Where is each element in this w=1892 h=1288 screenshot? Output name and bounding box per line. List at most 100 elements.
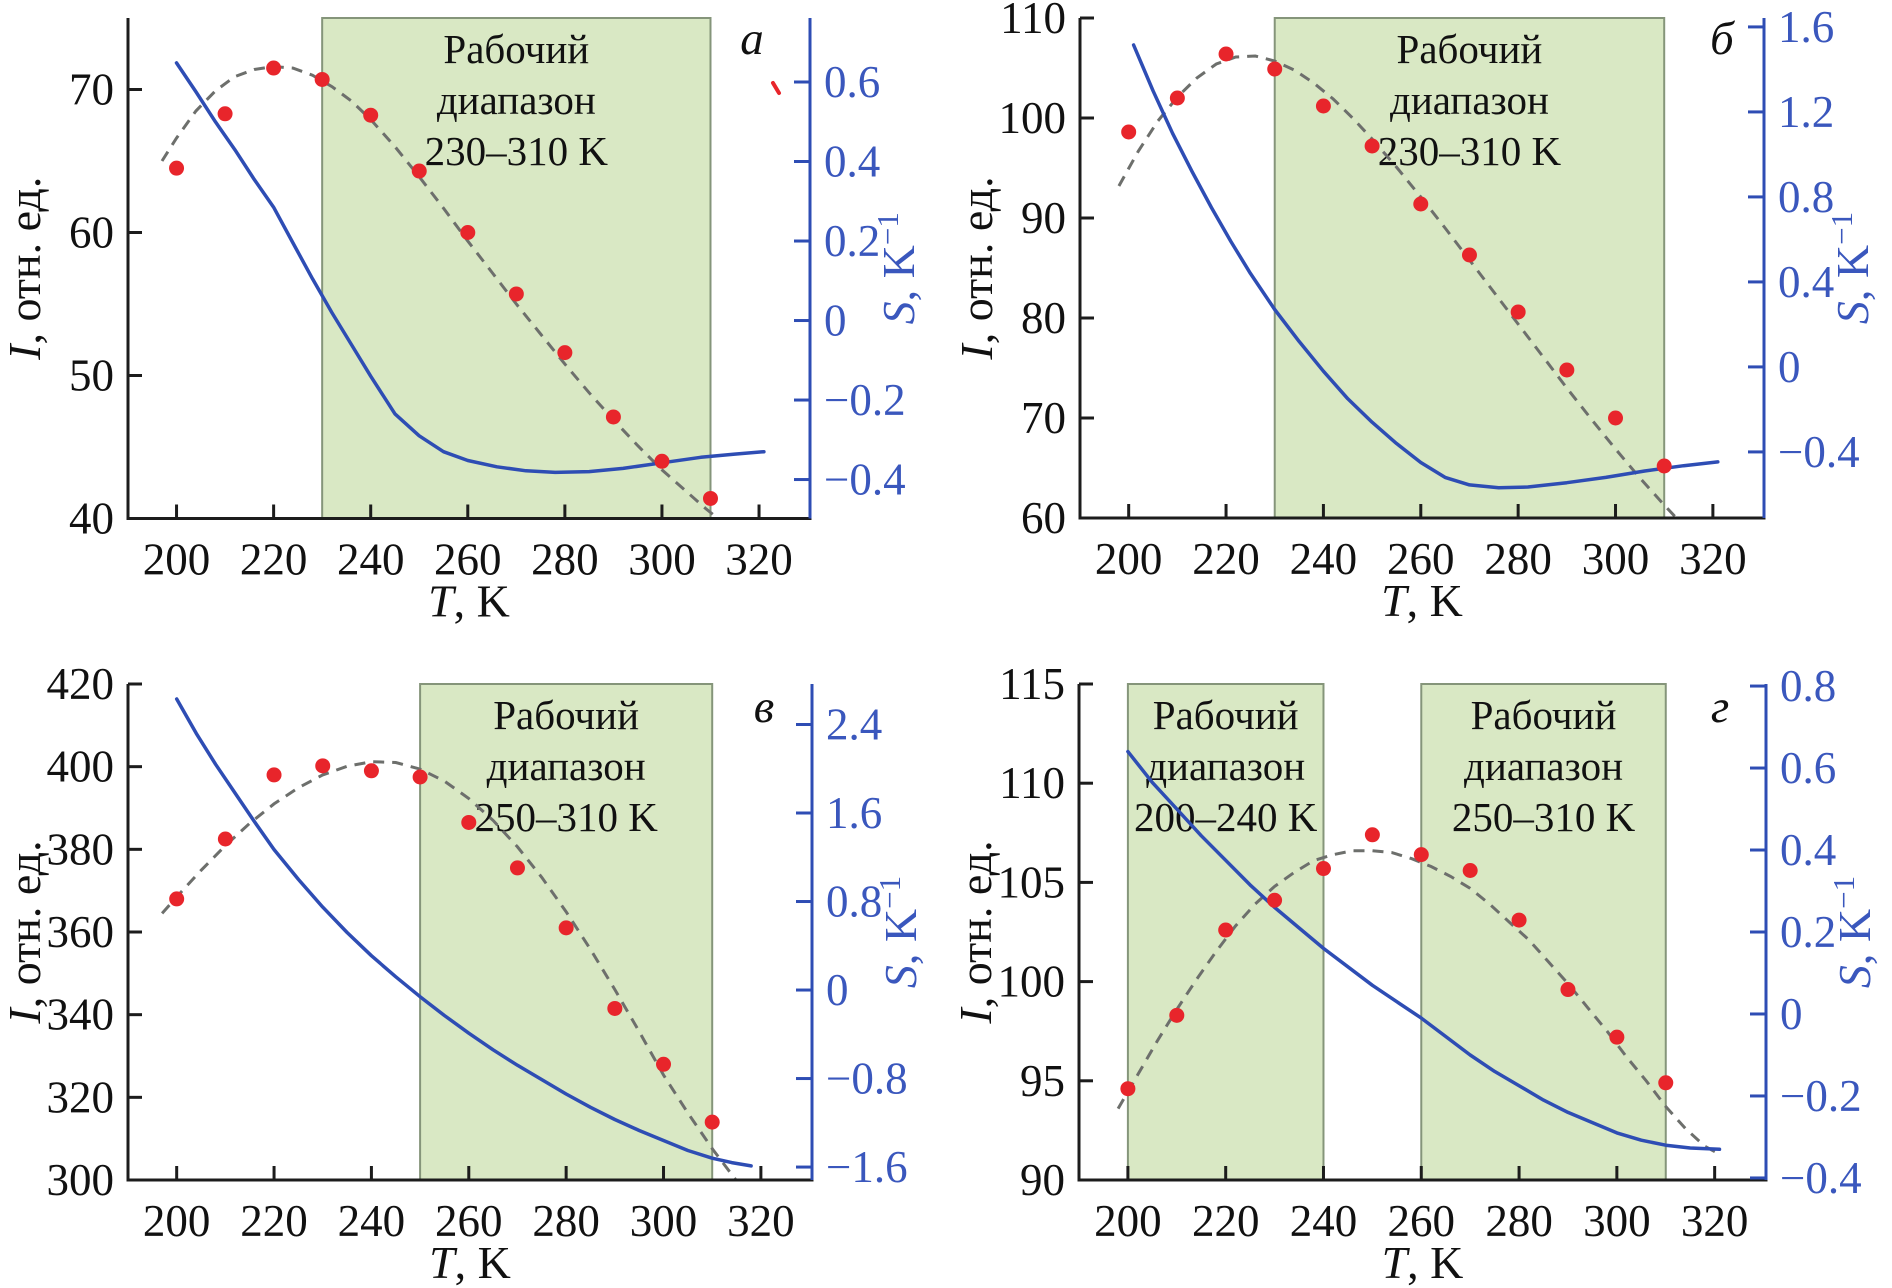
x-tick-label: 260 (1388, 1196, 1456, 1246)
data-point (1218, 922, 1234, 938)
data-point (1364, 827, 1380, 843)
panel-letter: a (740, 13, 764, 65)
data-point (1169, 90, 1185, 106)
data-point (1608, 410, 1624, 426)
right-axis-title: S, K−1 (870, 212, 924, 324)
right-tick-label: −0.4 (824, 455, 906, 505)
right-tick-label: 0.4 (1780, 825, 1836, 875)
data-point (508, 286, 524, 302)
x-axis-ticks (175, 1166, 763, 1180)
right-tick-label: −0.4 (1780, 1153, 1862, 1203)
x-axis-title: T, K (429, 1237, 511, 1288)
data-point (315, 758, 331, 774)
panel-letter: б (1710, 13, 1735, 65)
right-tick-label: 1.6 (1778, 2, 1834, 52)
data-point (266, 767, 282, 783)
left-axis-ticks (128, 682, 142, 1182)
working-range-label: 200–240 K (1134, 794, 1318, 840)
right-axis-ticks (796, 722, 812, 1169)
x-tick-label: 300 (628, 535, 696, 585)
working-range-label: диапазон (1146, 743, 1305, 789)
data-point (363, 107, 379, 123)
data-point (1267, 61, 1283, 77)
data-point (1169, 1007, 1185, 1023)
x-tick-label: 240 (1290, 1196, 1358, 1246)
data-point (217, 831, 233, 847)
x-tick-label: 220 (240, 535, 308, 585)
x-tick-label: 220 (1192, 1196, 1260, 1246)
left-tick-label: 320 (47, 1072, 115, 1122)
right-axis-title: S, K−1 (1826, 876, 1880, 988)
data-point (266, 60, 282, 76)
panel-g-chart: Рабочий диапазон 200–240 K Рабочий диапазон 2… (950, 659, 1880, 1288)
left-tick-label: 80 (1021, 293, 1066, 343)
working-range-label: диапазон (437, 77, 596, 123)
left-tick-label: 40 (69, 494, 114, 544)
working-range-label: диапазон (1464, 743, 1623, 789)
data-point (704, 1114, 720, 1130)
x-axis-ticks (175, 504, 761, 519)
right-tick-label: 0 (1780, 989, 1803, 1039)
right-tick-label: −0.2 (1780, 1071, 1862, 1121)
data-point (656, 1056, 672, 1072)
right-axis-ticks (1750, 684, 1766, 1180)
panel-a-chart: Рабочий диапазон 230–310 K 200 220 240 260 280 3… (0, 13, 924, 627)
right-tick-label: 0.8 (826, 877, 882, 927)
left-tick-label: 90 (1020, 1155, 1065, 1205)
data-point (411, 163, 427, 179)
data-point (169, 160, 185, 176)
left-axis-title: I, отн. ед. (950, 840, 1001, 1024)
working-range-label: 230–310 K (425, 128, 609, 174)
x-tick-label: 280 (1484, 534, 1552, 584)
data-point (1656, 458, 1672, 474)
left-tick-label: 105 (998, 857, 1066, 907)
right-tick-label: 0 (824, 296, 847, 346)
x-tick-label: 220 (240, 1196, 308, 1246)
data-point (1364, 138, 1380, 154)
sensitivity-curve (1126, 749, 1722, 1152)
working-range-label: Рабочий (493, 692, 639, 738)
data-point (509, 860, 525, 876)
data-point (460, 225, 476, 240)
data-point (363, 763, 379, 779)
data-point (412, 769, 428, 785)
left-tick-label: 360 (47, 907, 115, 957)
right-axis-title: S, K−1 (1824, 212, 1878, 324)
data-point (605, 409, 621, 425)
working-range-band (321, 17, 712, 520)
left-tick-label: 110 (1000, 0, 1066, 43)
x-tick-label: 260 (1387, 534, 1455, 584)
left-tick-label: 420 (47, 659, 115, 709)
intensity-fit-dashed-curve (1116, 849, 1721, 1156)
x-tick-label: 200 (143, 1196, 211, 1246)
right-tick-label: −0.2 (824, 375, 906, 425)
sensitivity-curve (174, 61, 766, 475)
x-tick-label: 300 (1582, 534, 1650, 584)
intensity-fit-dashed-curve (160, 65, 721, 519)
right-axis-ticks (794, 80, 810, 482)
intensity-fit-dashed-curve (1117, 54, 1679, 518)
working-range-label: Рабочий (1471, 692, 1617, 738)
data-point (1658, 1075, 1674, 1091)
panel-v-chart: Рабочий диапазон 250–310 K 200 220 240 260 280 3… (0, 659, 926, 1288)
x-axis-title: T, K (428, 576, 510, 627)
x-tick-label: 260 (434, 535, 502, 585)
panel-b-chart: Рабочий диапазон 230–310 K 200 220 240 260 280 3… (951, 0, 1878, 626)
left-tick-label: 380 (47, 824, 115, 874)
left-axis-ticks (1079, 682, 1093, 1182)
stray-mark (771, 81, 781, 95)
data-point (1120, 1081, 1136, 1097)
data-point (1510, 304, 1526, 320)
right-tick-label: 0.8 (1780, 661, 1836, 711)
data-point (1121, 124, 1137, 140)
data-point (314, 71, 330, 87)
x-tick-label: 280 (1485, 1196, 1553, 1246)
left-tick-label: 100 (999, 93, 1067, 143)
left-tick-label: 300 (47, 1155, 115, 1205)
right-tick-label: −1.6 (826, 1142, 908, 1192)
working-range-label: Рабочий (1397, 26, 1543, 72)
right-tick-label: 2.4 (826, 699, 882, 749)
x-tick-label: 240 (1290, 534, 1358, 584)
right-tick-label: 1.2 (1778, 87, 1834, 137)
